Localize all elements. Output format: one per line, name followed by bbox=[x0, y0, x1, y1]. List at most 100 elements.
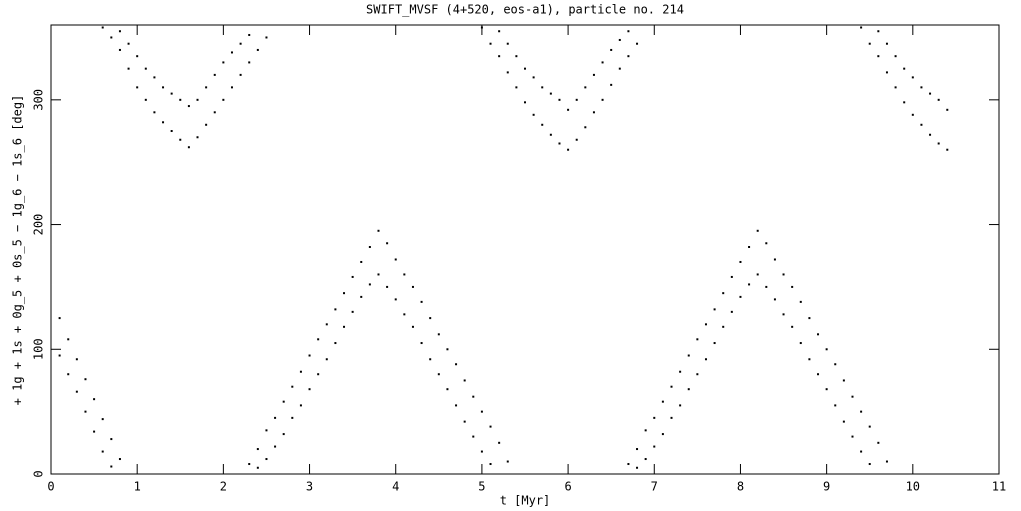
point bbox=[868, 463, 871, 466]
point bbox=[403, 273, 406, 276]
point bbox=[248, 33, 251, 36]
point bbox=[627, 30, 630, 33]
point bbox=[394, 258, 397, 261]
point bbox=[58, 317, 61, 320]
point bbox=[782, 273, 785, 276]
point bbox=[885, 42, 888, 45]
point bbox=[308, 354, 311, 357]
point bbox=[679, 404, 682, 407]
point bbox=[205, 123, 208, 126]
x-tick-label: 10 bbox=[906, 480, 920, 494]
point bbox=[558, 142, 561, 145]
x-tick-label: 9 bbox=[823, 480, 830, 494]
point bbox=[248, 61, 251, 64]
point bbox=[93, 398, 96, 401]
point bbox=[196, 136, 199, 139]
x-tick-label: 1 bbox=[134, 480, 141, 494]
point bbox=[343, 325, 346, 328]
point bbox=[817, 373, 820, 376]
point bbox=[472, 395, 475, 398]
point bbox=[93, 430, 96, 433]
point bbox=[610, 48, 613, 51]
point bbox=[670, 385, 673, 388]
point bbox=[937, 142, 940, 145]
point bbox=[739, 260, 742, 263]
point bbox=[463, 379, 466, 382]
point bbox=[627, 55, 630, 58]
point bbox=[118, 458, 121, 461]
point bbox=[506, 460, 509, 463]
chart-title: SWIFT_MVSF (4+520, eos-a1), particle no.… bbox=[366, 3, 684, 17]
point bbox=[842, 420, 845, 423]
point bbox=[256, 466, 259, 469]
point bbox=[894, 86, 897, 89]
point bbox=[127, 42, 130, 45]
point bbox=[860, 410, 863, 413]
point bbox=[636, 466, 639, 469]
point bbox=[377, 273, 380, 276]
point bbox=[592, 73, 595, 76]
point bbox=[661, 433, 664, 436]
point bbox=[437, 333, 440, 336]
point bbox=[946, 148, 949, 151]
point bbox=[687, 354, 690, 357]
point bbox=[834, 363, 837, 366]
point bbox=[455, 363, 458, 366]
point bbox=[946, 108, 949, 111]
point bbox=[67, 373, 70, 376]
point bbox=[343, 292, 346, 295]
point bbox=[110, 36, 113, 39]
point bbox=[592, 111, 595, 114]
point bbox=[687, 388, 690, 391]
point bbox=[222, 61, 225, 64]
point bbox=[84, 378, 87, 381]
point bbox=[773, 258, 776, 261]
point bbox=[196, 98, 199, 101]
point bbox=[791, 285, 794, 288]
point bbox=[730, 310, 733, 313]
x-tick-label: 6 bbox=[564, 480, 571, 494]
point bbox=[782, 313, 785, 316]
point bbox=[446, 348, 449, 351]
point bbox=[274, 445, 277, 448]
point bbox=[679, 370, 682, 373]
point bbox=[911, 113, 914, 116]
point bbox=[670, 416, 673, 419]
point bbox=[308, 388, 311, 391]
point bbox=[903, 101, 906, 104]
point bbox=[351, 310, 354, 313]
point bbox=[299, 370, 302, 373]
point bbox=[179, 98, 182, 101]
point bbox=[756, 229, 759, 232]
point bbox=[911, 76, 914, 79]
x-tick-label: 5 bbox=[478, 480, 485, 494]
point bbox=[274, 416, 277, 419]
point bbox=[58, 354, 61, 357]
point bbox=[636, 42, 639, 45]
point bbox=[162, 121, 165, 124]
point bbox=[368, 246, 371, 249]
point bbox=[644, 458, 647, 461]
point bbox=[627, 463, 630, 466]
point bbox=[842, 379, 845, 382]
x-tick-label: 11 bbox=[992, 480, 1006, 494]
point bbox=[584, 86, 587, 89]
point bbox=[84, 410, 87, 413]
point bbox=[101, 26, 104, 29]
point bbox=[334, 308, 337, 311]
point bbox=[429, 358, 432, 361]
point bbox=[118, 48, 121, 51]
point bbox=[403, 313, 406, 316]
point bbox=[429, 317, 432, 320]
point bbox=[549, 133, 552, 136]
point bbox=[291, 416, 294, 419]
point bbox=[101, 450, 104, 453]
point bbox=[704, 323, 707, 326]
point bbox=[118, 30, 121, 33]
point bbox=[541, 86, 544, 89]
point bbox=[187, 146, 190, 149]
point bbox=[894, 55, 897, 58]
point bbox=[455, 404, 458, 407]
point bbox=[601, 98, 604, 101]
point bbox=[386, 242, 389, 245]
